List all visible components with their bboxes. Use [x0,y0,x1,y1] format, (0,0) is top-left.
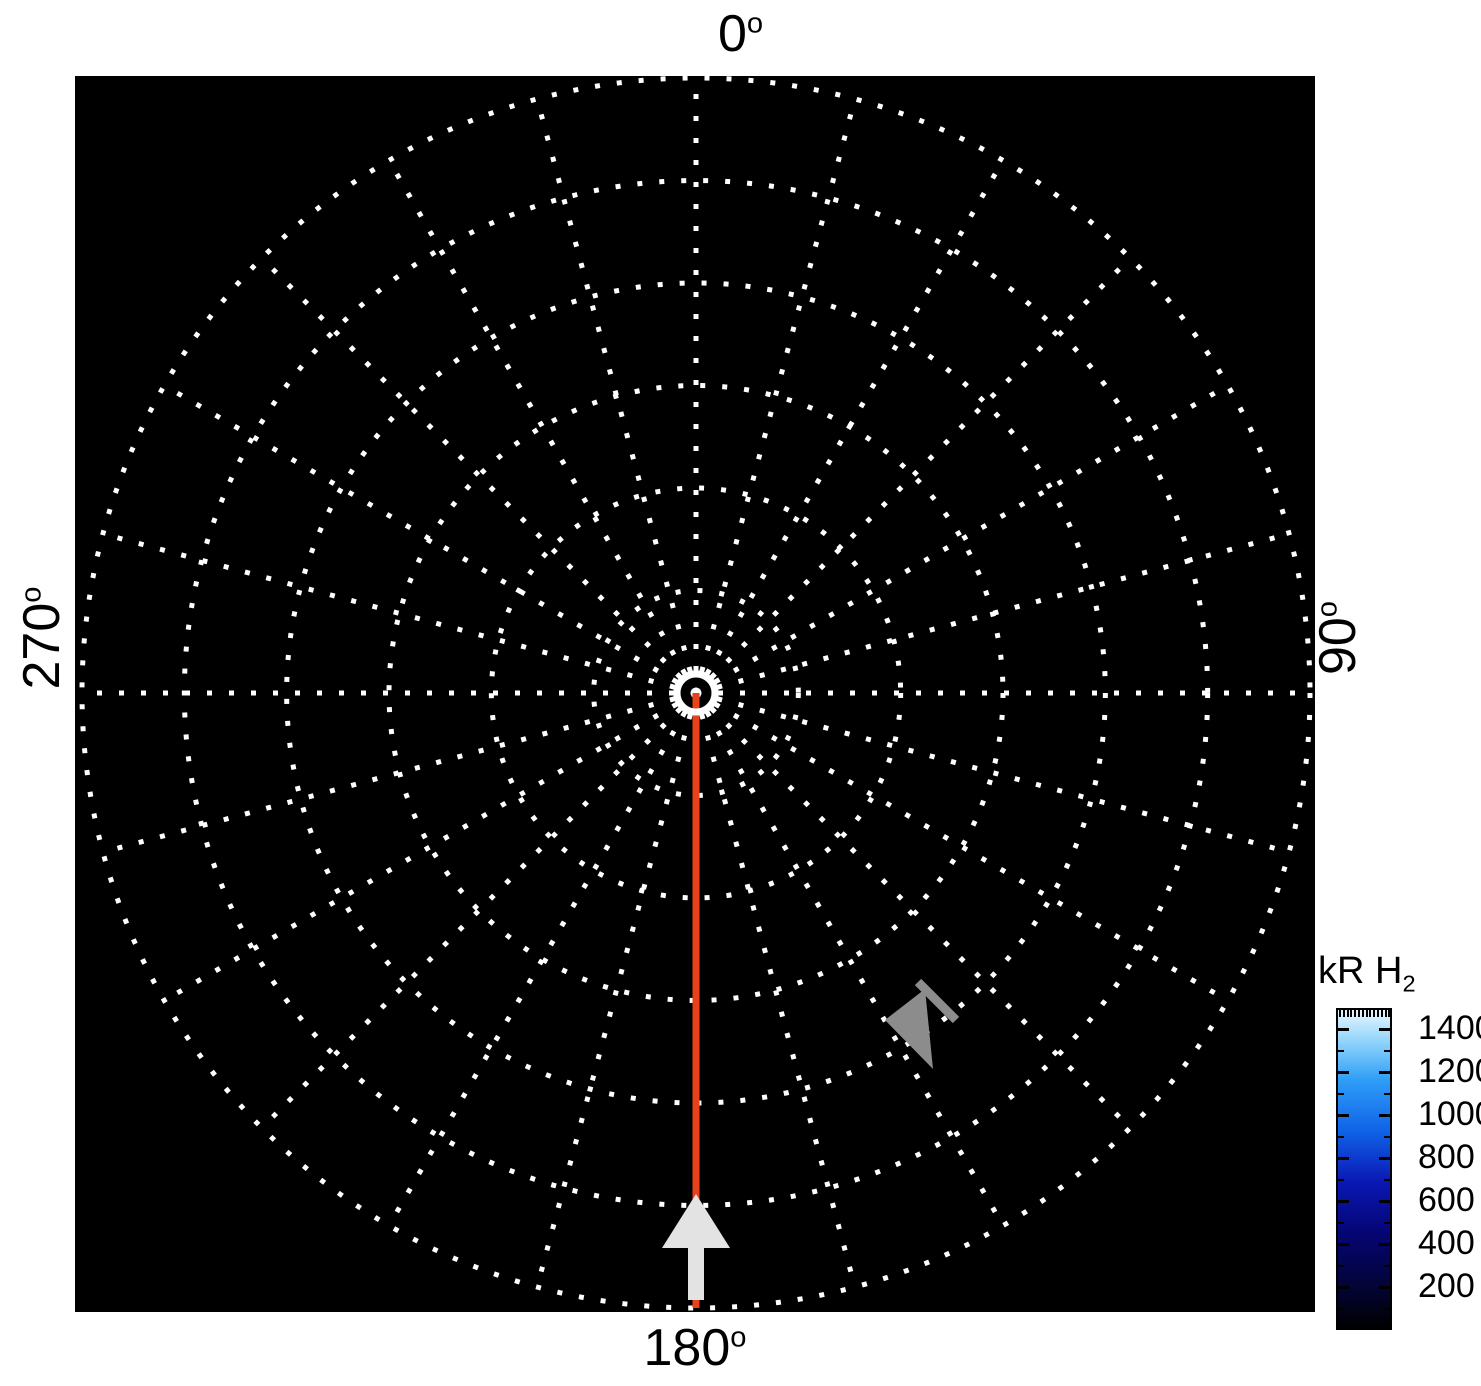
radial-gridline-2 [488,485,904,901]
colorbar-top-tick [1365,1010,1368,1017]
colorbar-top-tick [1369,1010,1372,1017]
colorbar-minor-tick-100 [1384,1307,1390,1310]
colorbar-minor-tick-1300 [1384,1049,1390,1052]
colorbar-minor-tick-500 [1338,1221,1344,1224]
colorbar-major-tick-600 [1379,1199,1390,1203]
colorbar-minor-tick-500 [1384,1221,1390,1224]
colorbar-title-text: kR H [1318,950,1403,992]
colorbar-top-tick [1350,1010,1353,1017]
colorbar-tick-label-400: 400 [1418,1224,1475,1263]
colorbar-major-tick-400 [1379,1242,1390,1246]
colorbar-minor-tick-1300 [1338,1049,1344,1052]
colorbar-title-subscript: 2 [1402,970,1416,997]
colorbar-minor-tick-1100 [1384,1092,1390,1095]
colorbar-top-tick [1384,1010,1387,1017]
colorbar-major-tick-1200 [1379,1070,1390,1074]
colorbar-major-tick-1400 [1338,1027,1349,1031]
colorbar-top-tick [1339,1010,1341,1017]
colorbar-major-tick-200 [1338,1285,1349,1289]
colorbar-tick-label-1400: 1400 [1418,1009,1481,1048]
colorbar-minor-tick-1500 [1338,1008,1344,1009]
colorbar-tick-label-600: 600 [1418,1181,1475,1220]
colorbar-top-tick [1361,1010,1364,1017]
colorbar-tick-label-200: 200 [1418,1267,1475,1306]
colorbar-title: kR H2 [1318,950,1416,995]
axis-label-180deg: 180o [0,1322,1390,1374]
polar-plot-area [75,76,1315,1312]
axis-label-180deg-text: 180 [643,1319,731,1377]
colorbar-minor-tick-100 [1338,1307,1344,1310]
colorbar-minor-tick-900 [1384,1135,1390,1138]
pole-marker-icon [673,670,719,716]
colorbar-major-tick-1200 [1338,1070,1349,1074]
colorbar: kR H2 200 400 600 800 1000 1200 1400 [1318,952,1481,1336]
colorbar-top-tick [1377,1010,1379,1017]
polar-grid-svg [75,76,1315,1312]
axis-label-0deg-text: 0 [717,5,747,63]
colorbar-minor-tick-700 [1338,1178,1344,1181]
radial-gridline-1 [591,587,801,799]
radial-gridline-6 [79,76,1313,1311]
colorbar-top-tick [1358,1010,1360,1017]
axis-label-0deg: 0o [0,8,1481,60]
colorbar-minor-tick-700 [1384,1178,1390,1181]
colorbar-top-tick [1380,1010,1383,1017]
colorbar-top-tick [1373,1010,1376,1017]
colorbar-tick-label-1200: 1200 [1418,1052,1481,1091]
degree-symbol-180: o [730,1321,747,1354]
colorbar-minor-tick-300 [1384,1264,1390,1267]
colorbar-minor-tick-1100 [1338,1092,1344,1095]
radial-gridlines [79,76,1313,1311]
degree-symbol-90: o [1311,600,1344,618]
degree-symbol-0: o [746,7,764,40]
colorbar-top-tick [1342,1010,1345,1017]
colorbar-major-tick-600 [1338,1199,1349,1203]
colorbar-gradient [1336,1008,1392,1330]
colorbar-major-tick-200 [1379,1285,1390,1289]
colorbar-tick-label-1000: 1000 [1418,1095,1481,1134]
colorbar-minor-tick-1500 [1384,1008,1390,1009]
colorbar-major-tick-1000 [1379,1113,1390,1117]
degree-symbol-270: o [15,586,48,603]
axis-label-270deg: 270o [13,558,71,718]
colorbar-major-tick-1000 [1338,1113,1349,1117]
axis-label-270deg-text: 270 [13,602,71,690]
colorbar-minor-tick-900 [1338,1135,1344,1138]
radial-gridline-3 [386,383,1006,1003]
colorbar-major-tick-400 [1338,1242,1349,1246]
colorbar-major-tick-1400 [1379,1027,1390,1031]
radial-gridline-4 [284,280,1108,1106]
colorbar-ticks [1336,1008,1392,1330]
radial-gridline-5 [181,178,1211,1208]
colorbar-tick-label-800: 800 [1418,1138,1475,1177]
colorbar-major-tick-800 [1379,1156,1390,1160]
colorbar-minor-tick-300 [1338,1264,1344,1267]
colorbar-top-tick [1354,1010,1357,1017]
colorbar-top-tick [1388,1010,1391,1017]
colorbar-major-tick-800 [1338,1156,1349,1160]
axis-label-90deg: 90o [1309,558,1367,718]
axis-label-90deg-text: 90 [1309,617,1367,676]
sun-direction-arrow-icon [662,1194,730,1300]
spacecraft-velocity-arrow-icon [885,978,960,1069]
colorbar-scale: 200 400 600 800 1000 1200 1400 [1336,1008,1481,1330]
colorbar-top-tick [1346,1010,1349,1017]
